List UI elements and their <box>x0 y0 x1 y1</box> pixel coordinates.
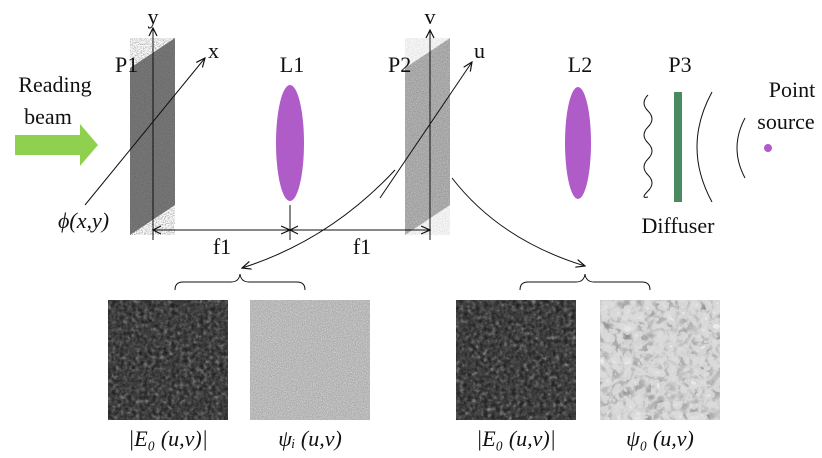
label: f1 <box>213 234 231 259</box>
image-texture <box>600 300 720 420</box>
wavefront <box>736 117 746 179</box>
label: Diffuser <box>642 213 716 238</box>
label: P3 <box>668 52 691 77</box>
label: beam <box>24 104 72 129</box>
caption: ψ₀ (u,v) <box>626 426 694 451</box>
plane-texture <box>405 38 450 235</box>
lens-l1 <box>276 85 304 201</box>
label: P1 <box>115 52 138 77</box>
diffuser <box>674 92 682 202</box>
lens-l2 <box>565 87 591 199</box>
image-texture <box>250 300 370 420</box>
brace <box>519 273 651 291</box>
label: ϕ(x,y) <box>58 208 109 233</box>
caption: ψᵢ (u,v) <box>278 426 342 451</box>
label: Reading <box>18 72 91 97</box>
caption: |E₀ (u,v)| <box>476 426 556 451</box>
label: f1 <box>353 234 371 259</box>
label: source <box>757 109 814 134</box>
image-texture <box>108 300 228 420</box>
arrow <box>242 169 396 268</box>
brace <box>174 273 306 291</box>
label: x <box>208 38 219 63</box>
image-texture <box>456 300 576 420</box>
arrow <box>451 177 585 266</box>
label: L2 <box>568 52 592 77</box>
axis <box>379 62 472 199</box>
wavefront <box>696 91 713 203</box>
wavefront <box>643 94 653 198</box>
beam-arrow <box>15 124 98 166</box>
label: P2 <box>388 52 411 77</box>
label: y <box>148 4 159 29</box>
point-source <box>764 144 772 152</box>
label: v <box>425 4 436 29</box>
label: u <box>474 38 485 63</box>
label: L1 <box>280 52 304 77</box>
label: Point <box>769 77 815 102</box>
caption: |E₀ (u,v)| <box>128 426 208 451</box>
axis <box>84 58 205 206</box>
